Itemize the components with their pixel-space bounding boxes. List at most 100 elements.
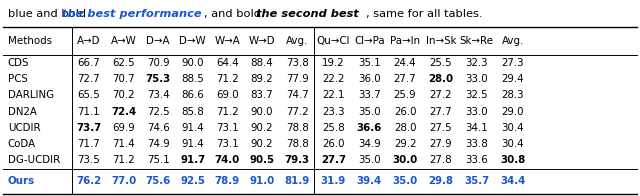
Text: 78.9: 78.9 bbox=[214, 176, 240, 186]
Text: UCDIR: UCDIR bbox=[8, 123, 40, 133]
Text: 70.7: 70.7 bbox=[112, 74, 135, 84]
Text: 29.4: 29.4 bbox=[501, 74, 524, 84]
Text: 77.9: 77.9 bbox=[286, 74, 308, 84]
Text: 90.0: 90.0 bbox=[250, 107, 273, 117]
Text: D→W: D→W bbox=[179, 36, 206, 46]
Text: 31.9: 31.9 bbox=[321, 176, 346, 186]
Text: 71.7: 71.7 bbox=[77, 139, 100, 149]
Text: 78.8: 78.8 bbox=[286, 123, 308, 133]
Text: 19.2: 19.2 bbox=[322, 58, 345, 68]
Text: 28.3: 28.3 bbox=[501, 91, 524, 101]
Text: W→D: W→D bbox=[248, 36, 275, 46]
Text: 79.3: 79.3 bbox=[285, 155, 310, 165]
Text: 73.4: 73.4 bbox=[147, 91, 170, 101]
Text: 27.7: 27.7 bbox=[394, 74, 417, 84]
Text: 74.0: 74.0 bbox=[214, 155, 240, 165]
Text: 24.4: 24.4 bbox=[394, 58, 417, 68]
Text: 81.9: 81.9 bbox=[285, 176, 310, 186]
Text: 33.6: 33.6 bbox=[465, 155, 488, 165]
Text: 74.7: 74.7 bbox=[286, 91, 308, 101]
Text: DARLING: DARLING bbox=[8, 91, 54, 101]
Text: 91.4: 91.4 bbox=[181, 139, 204, 149]
Text: Methods: Methods bbox=[8, 36, 52, 46]
Text: 34.1: 34.1 bbox=[465, 123, 488, 133]
Text: DG-UCDIR: DG-UCDIR bbox=[8, 155, 60, 165]
Text: 27.7: 27.7 bbox=[321, 155, 346, 165]
Text: Avg.: Avg. bbox=[286, 36, 308, 46]
Text: 70.2: 70.2 bbox=[112, 91, 135, 101]
Text: 73.8: 73.8 bbox=[286, 58, 308, 68]
Text: 34.4: 34.4 bbox=[500, 176, 525, 186]
Text: 27.3: 27.3 bbox=[501, 58, 524, 68]
Text: 35.1: 35.1 bbox=[358, 58, 381, 68]
Text: 35.0: 35.0 bbox=[358, 107, 381, 117]
Text: 33.0: 33.0 bbox=[465, 107, 488, 117]
Text: PCS: PCS bbox=[8, 74, 28, 84]
Text: 71.1: 71.1 bbox=[77, 107, 100, 117]
Text: 86.6: 86.6 bbox=[181, 91, 204, 101]
Text: 25.5: 25.5 bbox=[429, 58, 452, 68]
Text: the second best: the second best bbox=[256, 9, 359, 19]
Text: 35.0: 35.0 bbox=[358, 155, 381, 165]
Text: 22.2: 22.2 bbox=[323, 74, 344, 84]
Text: Qu→Cl: Qu→Cl bbox=[317, 36, 350, 46]
Text: 36.0: 36.0 bbox=[358, 74, 381, 84]
Text: 85.8: 85.8 bbox=[181, 107, 204, 117]
Text: Ours: Ours bbox=[8, 176, 35, 186]
Text: 91.4: 91.4 bbox=[181, 123, 204, 133]
Text: 30.8: 30.8 bbox=[500, 155, 525, 165]
Text: 74.6: 74.6 bbox=[147, 123, 170, 133]
Text: 35.7: 35.7 bbox=[464, 176, 490, 186]
Text: Avg.: Avg. bbox=[502, 36, 524, 46]
Text: D→A: D→A bbox=[147, 36, 170, 46]
Text: 90.2: 90.2 bbox=[250, 139, 273, 149]
Text: 22.1: 22.1 bbox=[322, 91, 345, 101]
Text: 72.7: 72.7 bbox=[77, 74, 100, 84]
Text: 29.2: 29.2 bbox=[394, 139, 417, 149]
Text: 27.8: 27.8 bbox=[429, 155, 452, 165]
Text: 77.2: 77.2 bbox=[286, 107, 308, 117]
Text: blue and bold: blue and bold bbox=[8, 9, 90, 19]
Text: 76.2: 76.2 bbox=[76, 176, 102, 186]
Text: 89.2: 89.2 bbox=[250, 74, 273, 84]
Text: 75.6: 75.6 bbox=[145, 176, 171, 186]
Text: W→A: W→A bbox=[214, 36, 240, 46]
Text: 28.0: 28.0 bbox=[394, 123, 417, 133]
Text: 25.8: 25.8 bbox=[322, 123, 345, 133]
Text: 30.0: 30.0 bbox=[392, 155, 418, 165]
Text: 33.8: 33.8 bbox=[465, 139, 488, 149]
Text: 71.2: 71.2 bbox=[216, 74, 239, 84]
Text: 27.5: 27.5 bbox=[429, 123, 452, 133]
Text: 34.9: 34.9 bbox=[358, 139, 381, 149]
Text: 90.0: 90.0 bbox=[181, 58, 204, 68]
Text: 73.1: 73.1 bbox=[216, 123, 239, 133]
Text: 71.2: 71.2 bbox=[112, 155, 135, 165]
Text: 69.9: 69.9 bbox=[112, 123, 135, 133]
Text: Sk→Re: Sk→Re bbox=[460, 36, 494, 46]
Text: 75.1: 75.1 bbox=[147, 155, 170, 165]
Text: 83.7: 83.7 bbox=[250, 91, 273, 101]
Text: 88.4: 88.4 bbox=[250, 58, 273, 68]
Text: 66.7: 66.7 bbox=[77, 58, 100, 68]
Text: 69.0: 69.0 bbox=[216, 91, 239, 101]
Text: 90.5: 90.5 bbox=[249, 155, 275, 165]
Text: In→Sk: In→Sk bbox=[426, 36, 456, 46]
Text: A→W: A→W bbox=[111, 36, 136, 46]
Text: 91.0: 91.0 bbox=[249, 176, 275, 186]
Text: 27.2: 27.2 bbox=[429, 91, 452, 101]
Text: 90.2: 90.2 bbox=[250, 123, 273, 133]
Text: 29.0: 29.0 bbox=[501, 107, 524, 117]
Text: 28.0: 28.0 bbox=[428, 74, 454, 84]
Text: , same for all tables.: , same for all tables. bbox=[366, 9, 483, 19]
Text: 33.0: 33.0 bbox=[465, 74, 488, 84]
Text: DN2A: DN2A bbox=[8, 107, 36, 117]
Text: 35.0: 35.0 bbox=[392, 176, 418, 186]
Text: 74.9: 74.9 bbox=[147, 139, 170, 149]
Text: 71.2: 71.2 bbox=[216, 107, 239, 117]
Text: 71.4: 71.4 bbox=[112, 139, 135, 149]
Text: A→D: A→D bbox=[77, 36, 100, 46]
Text: CDS: CDS bbox=[8, 58, 29, 68]
Text: 77.0: 77.0 bbox=[111, 176, 136, 186]
Text: 39.4: 39.4 bbox=[356, 176, 382, 186]
Text: Pa→In: Pa→In bbox=[390, 36, 420, 46]
